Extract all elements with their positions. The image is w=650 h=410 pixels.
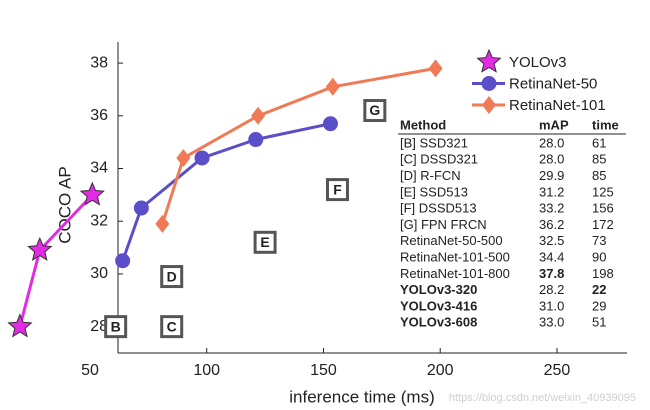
method-box: [363, 99, 387, 123]
method-box: [160, 265, 184, 289]
method-label: C: [167, 318, 177, 334]
watermark: https://blog.csdn.net/weixin_40939095: [449, 392, 636, 404]
table-cell: 28.0: [539, 152, 564, 167]
circle-marker: [322, 116, 338, 132]
table-cell: 33.2: [539, 201, 564, 216]
x-tick-label: 150: [310, 362, 337, 379]
table-cell: 34.4: [539, 250, 564, 265]
y-tick-label: 34: [90, 160, 108, 177]
table-cell: [E] SSD513: [400, 184, 468, 199]
legend-marker: [476, 48, 502, 73]
y-axis-label: COCO AP: [55, 166, 74, 243]
table-cell: 31.2: [539, 184, 564, 199]
method-label: D: [167, 268, 177, 284]
circle-marker: [133, 200, 149, 216]
legend-label: YOLOv3: [509, 54, 567, 71]
diamond-marker: [325, 77, 340, 96]
table-cell: [F] DSSD513: [400, 201, 477, 216]
table-header: Method: [400, 117, 446, 132]
method-label: F: [333, 181, 342, 197]
table-cell: YOLOv3-416: [400, 298, 477, 313]
circle-marker: [194, 150, 210, 166]
y-tick-label: 36: [90, 107, 108, 124]
star-marker: [27, 236, 53, 261]
table-cell: 28.2: [539, 282, 564, 297]
table-cell: 22: [592, 282, 606, 297]
table-cell: 32.5: [539, 233, 564, 248]
table-header: time: [592, 117, 619, 132]
method-box: [253, 230, 277, 254]
table-header: mAP: [539, 117, 569, 132]
y-tick-label: 32: [90, 212, 108, 229]
diamond-marker: [251, 106, 266, 125]
table-cell: 90: [592, 250, 606, 265]
legend-marker: [481, 76, 497, 91]
method-label: E: [260, 234, 269, 250]
star-marker: [79, 181, 105, 206]
diamond-marker: [155, 214, 170, 233]
circle-marker: [115, 253, 131, 269]
table-cell: 51: [592, 315, 606, 330]
table-cell: 85: [592, 152, 606, 167]
table-cell: 37.8: [539, 266, 564, 281]
series-line: [121, 122, 331, 262]
x-axis-label: inference time (ms): [289, 387, 434, 406]
table-cell: 29.9: [539, 168, 564, 183]
table-cell: 85: [592, 168, 606, 183]
x-tick-label: 100: [193, 362, 220, 379]
method-box: [104, 315, 128, 339]
method-label: G: [369, 102, 380, 118]
legend-marker: [482, 96, 496, 114]
table-cell: [G] FPN FRCN: [400, 217, 487, 232]
table-cell: 29: [592, 298, 606, 313]
star-marker: [7, 313, 33, 338]
method-box: [160, 315, 184, 339]
x-tick-label: 50: [81, 362, 99, 379]
table-cell: 31.0: [539, 298, 564, 313]
table-cell: YOLOv3-320: [400, 282, 477, 297]
table-cell: [C] DSSD321: [400, 152, 478, 167]
table-cell: 125: [592, 184, 614, 199]
table-cell: 61: [592, 135, 606, 150]
table-cell: 73: [592, 233, 606, 248]
x-tick-label: 200: [427, 362, 454, 379]
method-box: [325, 178, 349, 202]
table-cell: [B] SSD321: [400, 135, 468, 150]
table-cell: [D] R-FCN: [400, 168, 461, 183]
y-tick-label: 38: [90, 54, 108, 71]
y-tick-label: 30: [90, 265, 108, 282]
table-cell: 28.0: [539, 135, 564, 150]
circle-marker: [248, 132, 264, 148]
diamond-marker: [428, 59, 443, 78]
table-cell: 33.0: [539, 315, 564, 330]
legend-label: RetinaNet-50: [509, 75, 597, 92]
table-cell: 198: [592, 266, 614, 281]
table-cell: RetinaNet-50-500: [400, 233, 503, 248]
table-cell: 156: [592, 201, 614, 216]
table-cell: 36.2: [539, 217, 564, 232]
diamond-marker: [176, 148, 191, 167]
table-cell: YOLOv3-608: [400, 315, 477, 330]
table-cell: RetinaNet-101-500: [400, 250, 510, 265]
method-label: B: [111, 318, 121, 334]
legend-label: RetinaNet-101: [509, 97, 606, 114]
table-cell: 172: [592, 217, 614, 232]
table-cell: RetinaNet-101-800: [400, 266, 510, 281]
y-tick-label: 28: [90, 318, 108, 335]
series-line: [160, 66, 436, 225]
x-tick-label: 250: [544, 362, 571, 379]
